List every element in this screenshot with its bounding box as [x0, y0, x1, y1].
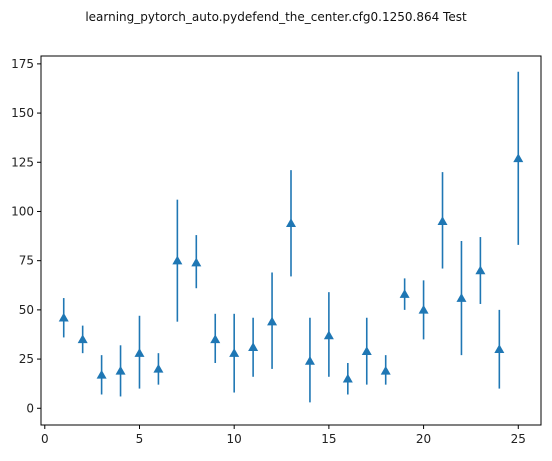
data-point-marker: [475, 265, 486, 275]
data-point-marker: [191, 257, 202, 267]
y-axis: 0 25 50 75 100 125 150 175: [11, 57, 41, 415]
x-tick-label: 15: [321, 432, 336, 446]
data-point-marker: [513, 153, 524, 163]
data-point-marker: [323, 330, 334, 340]
y-tick-label: 25: [19, 352, 34, 366]
data-point-marker: [286, 218, 296, 228]
data-point-marker: [494, 344, 505, 353]
data-point-marker: [96, 369, 107, 379]
data-point-marker: [361, 346, 372, 355]
y-tick-label: 50: [19, 303, 34, 317]
y-tick-label: 75: [19, 254, 34, 268]
axes-frame: [40, 55, 542, 426]
plot-area: [58, 71, 524, 403]
data-point-marker: [304, 356, 315, 365]
data-point-marker: [418, 304, 429, 314]
data-point-marker: [437, 216, 448, 226]
y-tick-label: 150: [11, 106, 34, 120]
y-tick-label: 100: [11, 204, 34, 218]
x-tick-label: 20: [416, 432, 431, 446]
x-tick-label: 25: [511, 432, 526, 446]
data-point-marker: [248, 342, 259, 352]
y-tick-label: 125: [11, 155, 34, 169]
data-point-marker: [267, 316, 278, 326]
x-tick-label: 10: [227, 432, 242, 446]
y-tick-label: 0: [26, 401, 34, 415]
chart-title: learning_pytorch_auto.pydefend_the_cente…: [85, 10, 467, 24]
data-point-marker: [456, 293, 467, 302]
data-point-marker: [229, 348, 240, 357]
data-point-marker: [115, 365, 126, 375]
data-point-marker: [342, 373, 353, 383]
x-axis: 0 5 10 15 20 25: [41, 425, 526, 446]
data-point-marker: [153, 363, 164, 373]
data-point-marker: [380, 365, 391, 375]
data-point-marker: [210, 334, 221, 344]
data-point-marker: [77, 334, 88, 344]
data-point-marker: [172, 255, 183, 265]
data-point-marker: [58, 312, 69, 322]
y-tick-label: 175: [11, 57, 34, 71]
x-tick-label: 5: [136, 432, 144, 446]
data-point-marker: [134, 348, 145, 357]
x-tick-label: 0: [41, 432, 49, 446]
data-point-marker: [399, 289, 410, 298]
